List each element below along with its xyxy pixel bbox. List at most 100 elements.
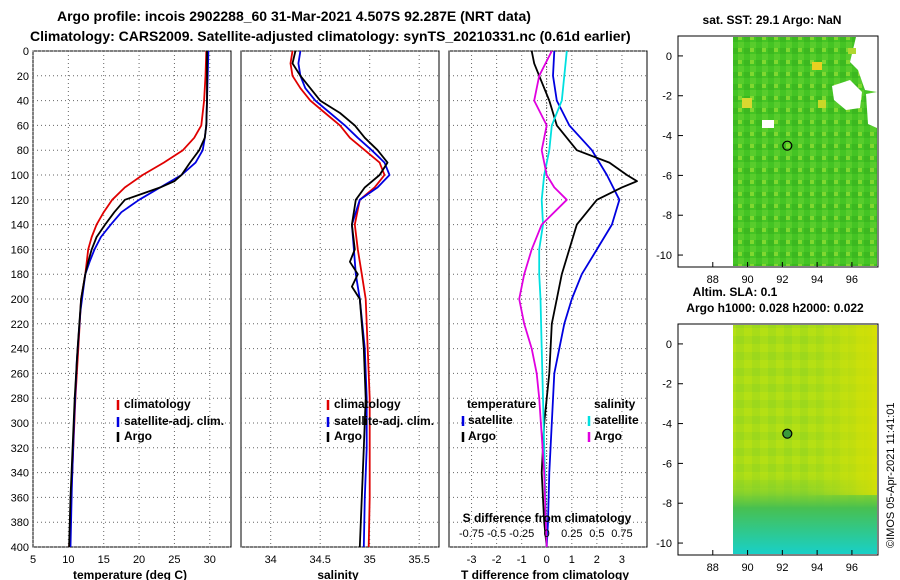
legend-label-s-satellite: satellite [594,413,639,427]
lon-tick-label: 96 [846,274,858,286]
sst-field [733,37,877,266]
lat-tick-label: -10 [656,250,672,262]
lon-tick-label: 96 [846,562,858,574]
s-tick-label: -0.75 [459,528,484,540]
lon-tick-label: 94 [811,274,823,286]
sst-warm-patch [742,98,752,108]
lat-tick-label: -10 [656,538,672,550]
t-difference-axis-label: T difference from climatology [461,568,629,580]
lat-tick-label: -6 [662,458,672,470]
series-line-climatology [289,50,386,548]
depth-tick-label: 40 [17,96,29,108]
depth-tick-label: 140 [11,220,29,232]
lat-tick-label: -4 [662,131,672,143]
legend-label-climatology: climatology [334,397,401,411]
legend-heading-salinity: salinity [594,397,636,411]
legend-heading-temperature: temperature [467,397,537,411]
s-tick-label: -0.5 [487,528,506,540]
depth-tick-label: 80 [17,145,29,157]
series-line-temperature-satellite [545,50,621,548]
depth-tick-label: 340 [11,468,29,480]
difference-legend: temperature satellite Argo salinity sate… [461,397,639,443]
legend-label-s-argo: Argo [594,429,622,443]
depth-tick-label: 260 [11,368,29,380]
legend-label-satellite: satellite-adj. clim. [124,414,224,428]
x-tick-label: 25 [168,554,180,566]
legend-label-argo: Argo [334,429,362,443]
depth-tick-label: 160 [11,244,29,256]
sla-map [677,323,879,556]
x-tick-label: 20 [133,554,145,566]
lat-tick-label: -6 [662,170,672,182]
s-tick-label: 0 [544,528,550,540]
s-tick-label: 0.75 [611,528,632,540]
depth-tick-label: 100 [11,170,29,182]
imos-credit: ©IMOS 05-Apr-2021 11:41:01 [885,403,897,548]
series-line-temperature-argo [530,50,638,548]
x-tick-label: 2 [594,554,600,566]
series-line-satellite-adj-clim- [297,50,391,548]
depth-tick-label: 320 [11,443,29,455]
series-line-salinity-argo [518,50,568,548]
depth-tick-label: 200 [11,294,29,306]
depth-tick-label: 0 [23,46,29,58]
x-tick-label: 15 [98,554,110,566]
sst-warm-patch [848,48,856,54]
sst-map-ticks: 88 90 92 94 96 0 -2 -4 -6 -8 -10 [656,51,858,286]
lon-tick-label: 90 [741,562,753,574]
x-tick-label: 3 [619,554,625,566]
legend-label-satellite: satellite-adj. clim. [334,414,434,428]
sst-warm-patch [818,100,826,108]
legend-label-climatology: climatology [124,397,191,411]
series-lines [68,50,638,548]
salinity-axis-label: salinity [317,568,359,580]
depth-tick-label: 380 [11,517,29,529]
legend-label-t-satellite: satellite [468,413,513,427]
sst-cloud-mask [866,92,877,128]
x-tick-label: 5 [30,554,36,566]
lat-tick-label: -8 [662,498,672,510]
temperature-axis-label: temperature (deg C) [73,568,187,580]
x-tick-label: 35.5 [408,554,429,566]
depth-tick-label: 400 [11,542,29,554]
x-tick-label: 30 [204,554,216,566]
sst-map [677,35,879,268]
x-tick-label: 0 [544,554,550,566]
depth-tick-label: 60 [17,120,29,132]
depth-tick-label: 120 [11,195,29,207]
lat-tick-label: -2 [662,379,672,391]
s-tick-label: 0.25 [561,528,582,540]
sst-cloud-mask [850,37,877,92]
lat-tick-label: -2 [662,91,672,103]
x-tick-label: 10 [62,554,74,566]
lat-tick-label: 0 [666,339,672,351]
sst-argo-position-marker [782,140,793,151]
depth-tick-label: 360 [11,492,29,504]
depth-tick-label: 300 [11,418,29,430]
depth-tick-label: 220 [11,319,29,331]
lon-tick-label: 94 [811,562,823,574]
s-tick-label: 0.5 [589,528,604,540]
series-line-salinity-satellite [538,50,568,548]
sst-cloud-mask [832,80,862,110]
sst-warm-patch [812,62,822,70]
temperature-legend: climatology satellite-adj. clim. Argo [116,397,224,443]
x-tick-label: -3 [467,554,477,566]
lat-tick-label: -4 [662,419,672,431]
sst-map-title: sat. SST: 29.1 Argo: NaN [703,13,842,27]
figure-title-line1: Argo profile: incois 2902288_60 31-Mar-2… [57,8,531,24]
x-tick-label: 34 [265,554,277,566]
x-tick-label: 35 [364,554,376,566]
salinity-legend: climatology satellite-adj. clim. Argo [326,397,434,443]
legend-label-t-argo: Argo [468,429,496,443]
lat-tick-label: 0 [666,51,672,63]
x-tick-label: -2 [492,554,502,566]
lon-tick-label: 88 [707,274,719,286]
series-line-argo [68,51,208,548]
x-tick-label: 34.5 [309,554,330,566]
lon-tick-label: 92 [776,562,788,574]
sla-argo-position-marker [782,428,793,439]
sla-map-ticks: 88 90 92 94 96 0 -2 -4 -6 -8 -10 [656,339,858,574]
sla-high-region [805,325,877,495]
